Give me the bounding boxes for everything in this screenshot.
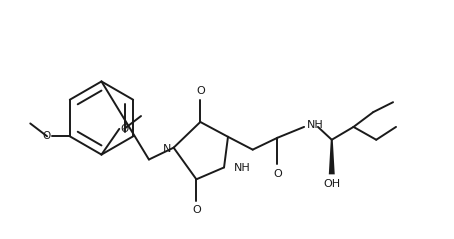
Text: N: N bbox=[163, 144, 172, 154]
Text: NH: NH bbox=[234, 163, 251, 174]
Text: OH: OH bbox=[323, 179, 340, 189]
Text: O: O bbox=[43, 131, 51, 141]
Text: O: O bbox=[192, 205, 201, 215]
Polygon shape bbox=[329, 140, 335, 174]
Text: O: O bbox=[273, 169, 282, 179]
Text: O: O bbox=[196, 86, 205, 96]
Text: O: O bbox=[120, 124, 128, 134]
Text: NH: NH bbox=[307, 120, 324, 130]
